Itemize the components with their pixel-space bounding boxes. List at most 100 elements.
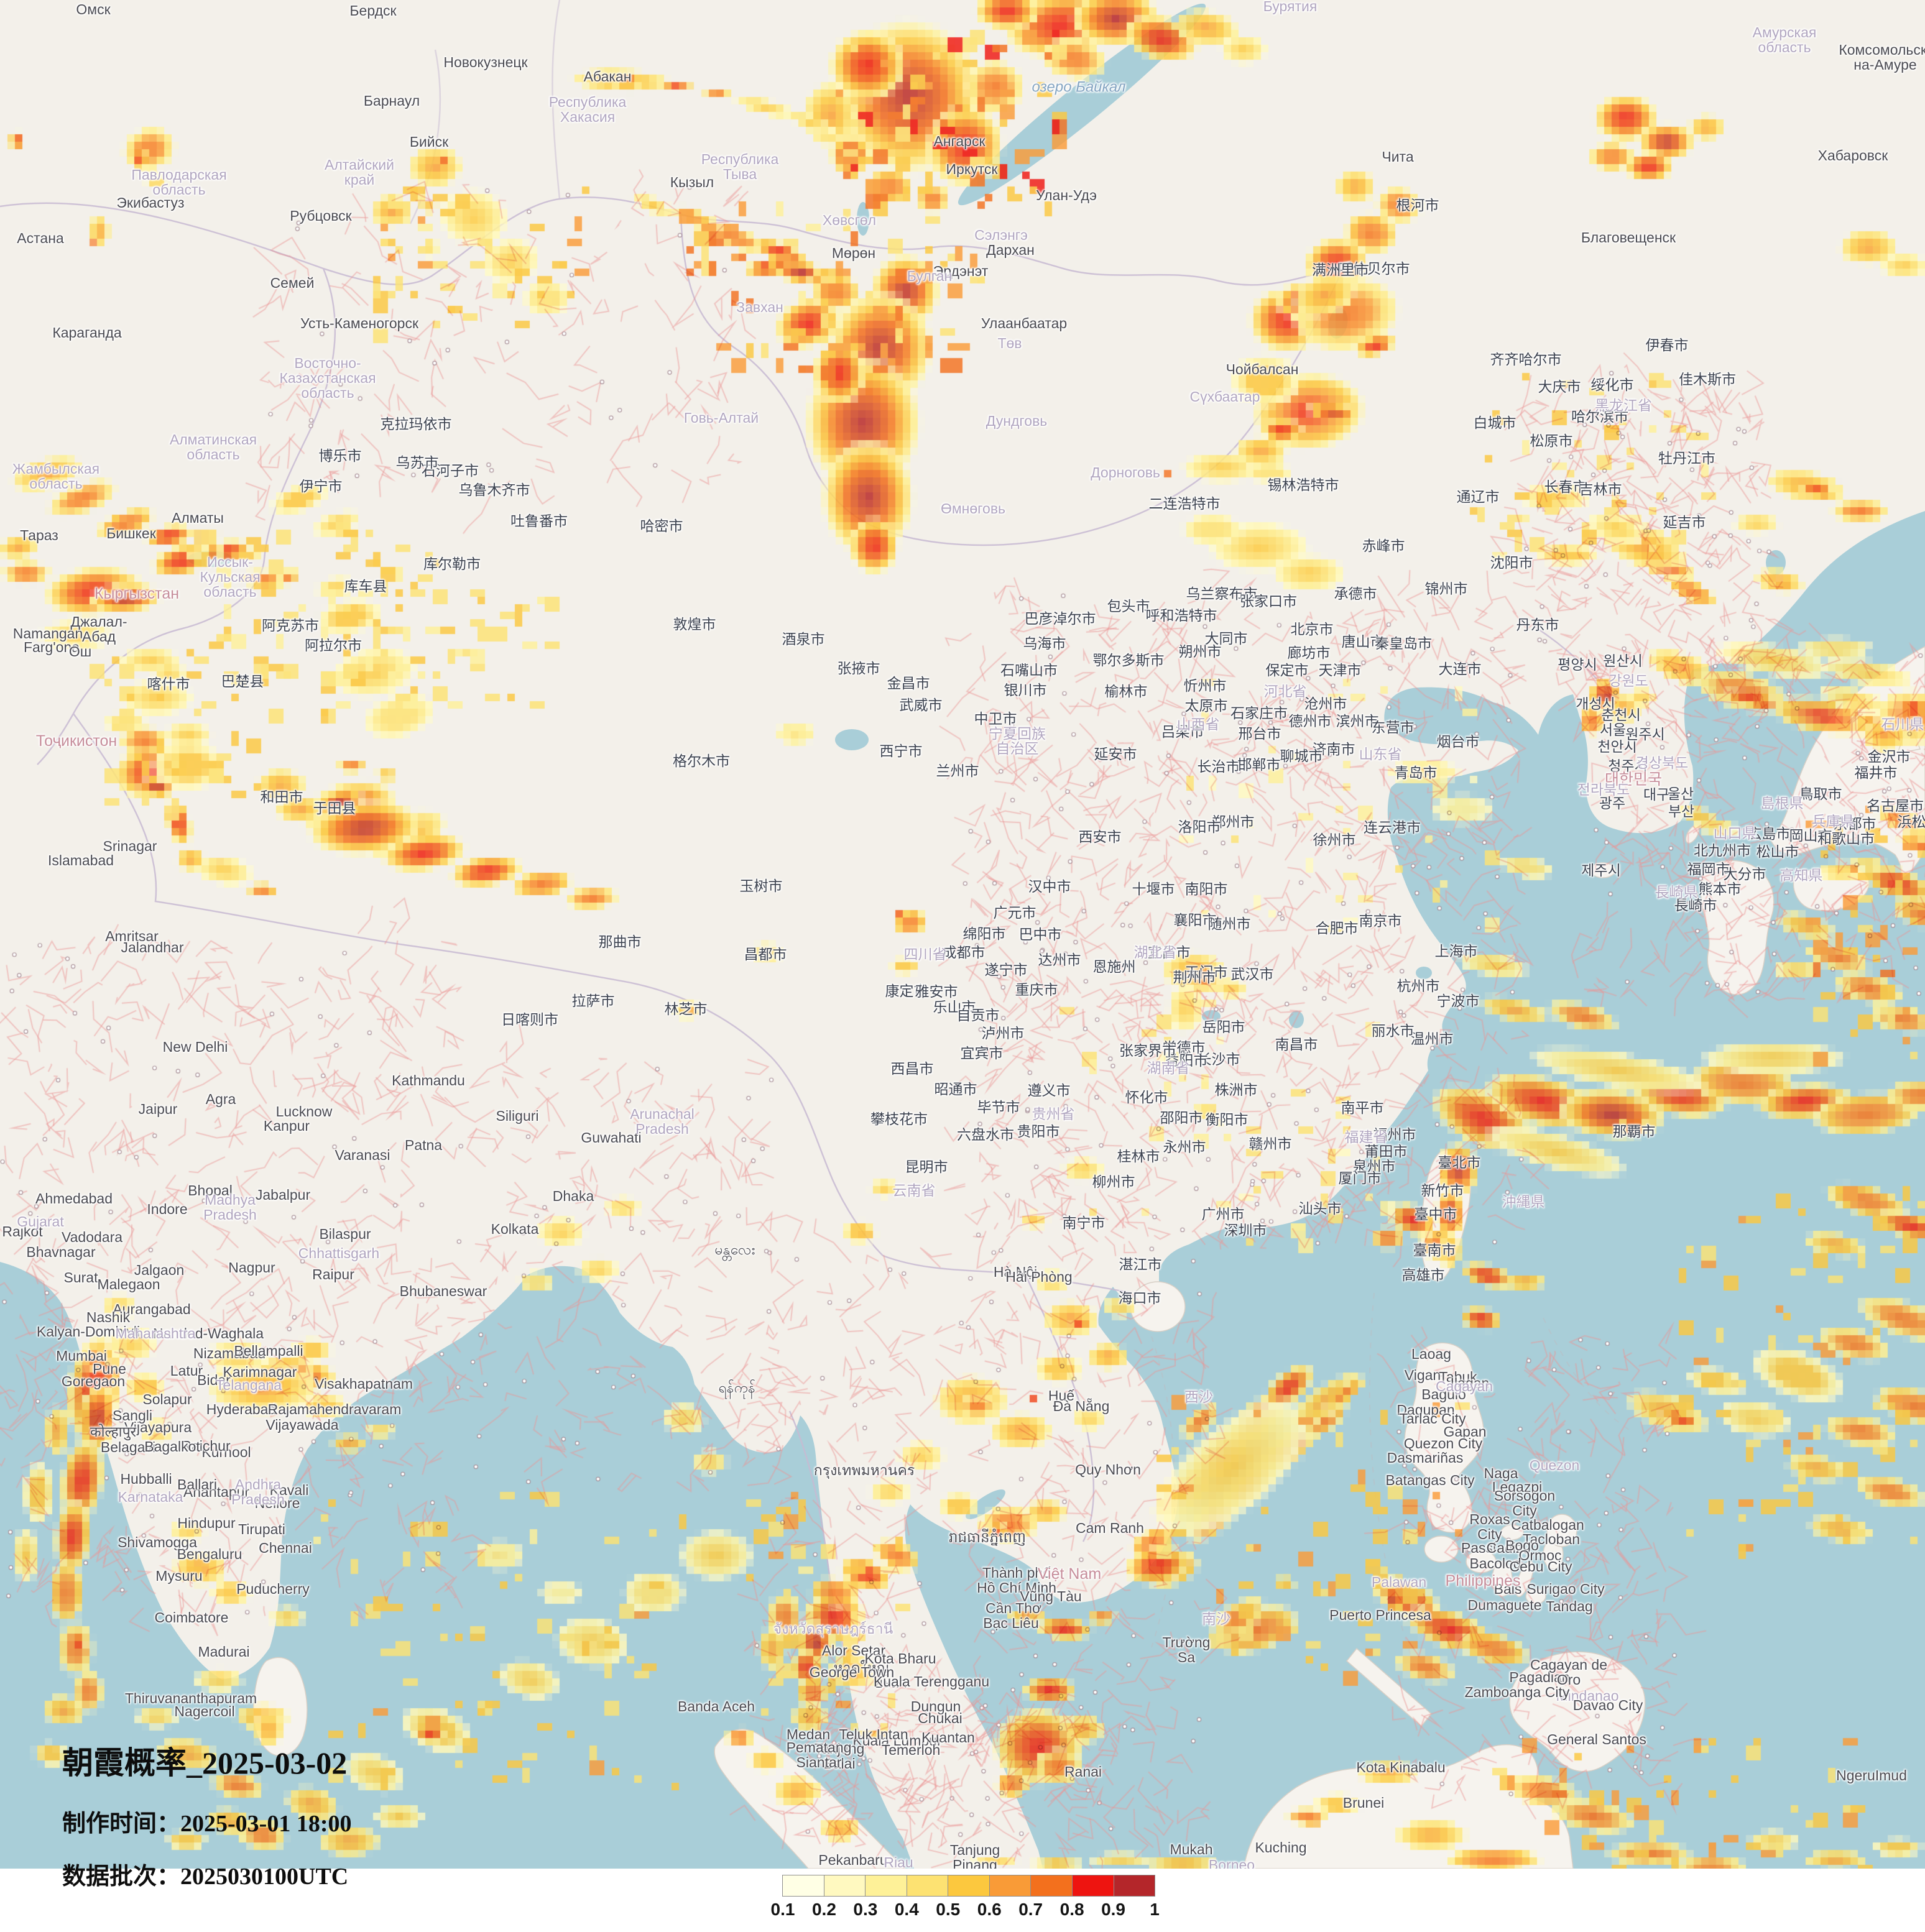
- map-label: Tanjung Pinang: [949, 1841, 1000, 1869]
- map-label: Алматинская область: [169, 431, 257, 462]
- map-label: 随州市: [1207, 915, 1251, 932]
- map-label: Tanjung Balai: [814, 1740, 865, 1772]
- map-label: 绵阳市: [962, 925, 1006, 942]
- map-label: 张掖市: [837, 660, 880, 676]
- map-label: 石河子市: [422, 462, 479, 479]
- map-label: Laoag: [1411, 1345, 1451, 1362]
- map-label: 沧州市: [1304, 695, 1347, 712]
- map-viewport[interactable]: Омск Бердск Барнаул Новокузнецк Бийск Абакан К…: [0, 0, 1925, 1869]
- map-label: Davao City: [1572, 1696, 1643, 1713]
- map-label: 福州市: [1373, 1126, 1416, 1143]
- map-label: Borneo: [1208, 1856, 1255, 1869]
- map-label: Hà Nội: [993, 1263, 1038, 1280]
- map-label: 大分市: [1723, 865, 1766, 882]
- map-label: Patna: [404, 1136, 443, 1153]
- map-label: Ahmedabad: [35, 1190, 113, 1207]
- map-label: Kalyan-Dombivli: [36, 1323, 141, 1340]
- map-label: Дорноговь: [1091, 464, 1160, 481]
- map-label: Sorsogon City: [1493, 1487, 1556, 1519]
- map-label: Karimnagar: [223, 1363, 297, 1380]
- map-label: Амурская область: [1752, 24, 1817, 55]
- map-label: 邢台市: [1238, 725, 1281, 742]
- map-label: 黑龙江省: [1595, 397, 1652, 413]
- map-label: Batangas City: [1385, 1471, 1475, 1488]
- map-label: 天津市: [1318, 661, 1362, 678]
- map-label: 聊城市: [1280, 747, 1323, 764]
- map-label: Чита: [1382, 148, 1414, 165]
- map-label: 昆明市: [905, 1158, 948, 1175]
- map-label: 德州市: [1288, 712, 1332, 729]
- map-label: Maharashtra: [115, 1325, 196, 1341]
- map-label: Kota Kinabalu: [1356, 1759, 1446, 1775]
- map-label: Amritsar: [105, 927, 159, 944]
- map-label: 杭州市: [1396, 977, 1440, 994]
- map-label: Chhattisgarh: [298, 1244, 380, 1261]
- legend-tick-label: 0.8: [1059, 1900, 1084, 1919]
- map-label: 島根県: [1760, 794, 1804, 811]
- map-label: 松原市: [1530, 432, 1573, 449]
- map-label: 赣州市: [1249, 1135, 1292, 1152]
- map-label: 宁夏回族 自治区: [989, 725, 1046, 757]
- map-label: 忻州市: [1183, 677, 1227, 694]
- map-label: Булган: [907, 267, 953, 284]
- map-label: 常德市: [1162, 1039, 1206, 1056]
- map-label: Bellampalli: [234, 1342, 303, 1359]
- map-label: Дундговь: [986, 412, 1048, 429]
- legend-tick-label: 0.9: [1101, 1900, 1126, 1919]
- map-label: Islamabad: [47, 852, 114, 868]
- map-label: 제주시: [1581, 862, 1621, 878]
- map-label: 臺北市: [1438, 1154, 1481, 1171]
- map-label: Dungun: [910, 1698, 961, 1714]
- map-label: 张家界市: [1119, 1042, 1176, 1059]
- map-label: Guwahati: [581, 1129, 642, 1146]
- map-label: 沖縄県: [1502, 1193, 1545, 1210]
- map-label: 天门市: [1184, 964, 1228, 980]
- map-label: Jalgaon: [134, 1261, 185, 1278]
- legend-tick-label: 0.5: [936, 1900, 961, 1919]
- map-label: Đà Nẵng: [1053, 1397, 1110, 1414]
- map-label: 福建省: [1344, 1128, 1388, 1145]
- data-batch-value: 2025030100UTC: [180, 1864, 349, 1890]
- map-label: Quezon: [1529, 1456, 1580, 1473]
- map-label: 昭通市: [934, 1080, 977, 1097]
- map-label: Hyderabad: [206, 1401, 277, 1417]
- map-label: Legazpi: [1492, 1478, 1543, 1495]
- map-label: 南沙: [1202, 1610, 1230, 1627]
- map-label: Anantapur: [183, 1483, 250, 1500]
- map-label: Karnataka: [118, 1488, 183, 1505]
- map-label: 包头市: [1107, 597, 1150, 614]
- map-label: 广州市: [1201, 1205, 1245, 1222]
- map-label: Surat: [63, 1269, 98, 1286]
- map-label: 石嘴山市: [1000, 661, 1058, 678]
- map-label: 荆州市: [1173, 968, 1216, 985]
- map-label: 沈阳市: [1490, 554, 1533, 571]
- map-label: Raichur: [181, 1437, 231, 1454]
- map-label: Благовещенск: [1581, 229, 1676, 246]
- map-label: Solapur: [142, 1391, 192, 1407]
- map-label: Nanded-Waghala: [152, 1325, 264, 1341]
- map-label: Республика Хакасия: [548, 93, 627, 125]
- map-label: 원주시: [1625, 725, 1665, 742]
- map-label: Jaipur: [138, 1100, 178, 1117]
- map-label: 桂林市: [1117, 1148, 1160, 1164]
- map-label: Хөвсгөл: [822, 211, 877, 228]
- map-label: Andhra Pradesh: [231, 1476, 285, 1507]
- map-label: 전라북도: [1577, 781, 1630, 798]
- map-label: 重庆市: [1015, 981, 1058, 998]
- map-label: 廊坊市: [1287, 644, 1331, 661]
- map-label: Cagayan: [1435, 1378, 1493, 1394]
- map-label: 合肥市: [1315, 919, 1359, 936]
- map-label: Kuala Lumpur: [852, 1732, 942, 1749]
- map-label: 岡山市: [1789, 827, 1832, 844]
- map-label: Kurnool: [201, 1443, 251, 1460]
- map-label: Tacloban: [1522, 1530, 1581, 1547]
- map-label: 西沙: [1184, 1388, 1213, 1405]
- made-time-label: 制作时间：: [62, 1811, 181, 1837]
- map-label: Тоҷикистон: [35, 732, 118, 750]
- map-label: 서울: [1599, 721, 1627, 738]
- map-label: Puducherry: [236, 1580, 310, 1597]
- map-label: Mukah: [1170, 1841, 1213, 1857]
- map-label: Raipur: [312, 1266, 354, 1282]
- map-label: Bagalkot: [144, 1438, 200, 1455]
- title-block: 朝霞概率_2025-03-02 制作时间：2025-03-01 18:00 数据…: [62, 1738, 351, 1891]
